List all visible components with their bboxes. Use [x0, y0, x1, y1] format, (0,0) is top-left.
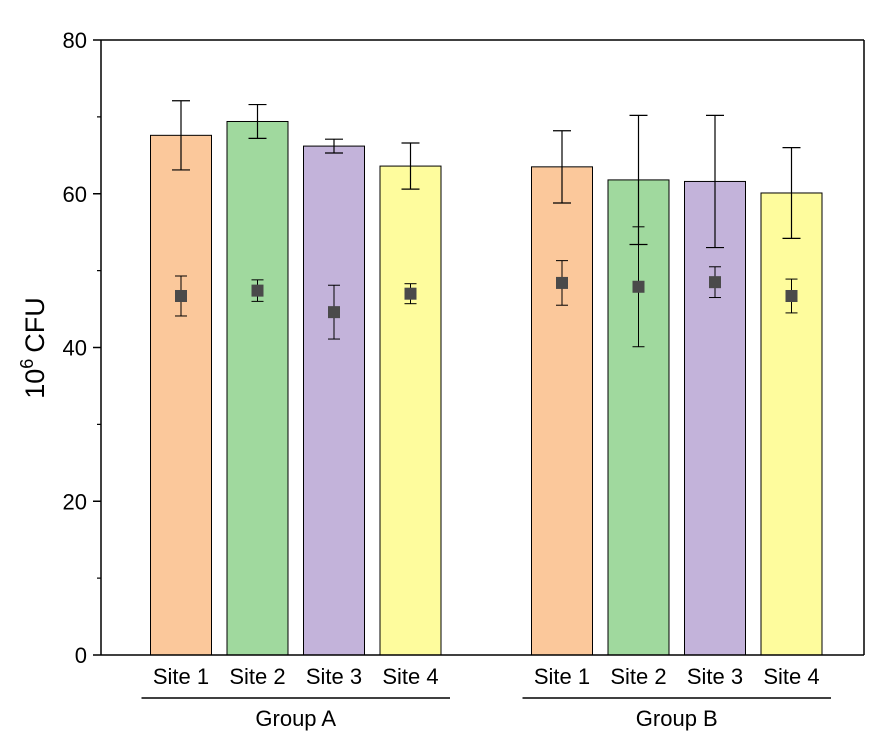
bar: [379, 165, 442, 656]
y-tick-label: 20: [63, 489, 87, 514]
group-label: Group A: [255, 706, 336, 731]
x-tick-label: Site 3: [306, 664, 362, 689]
bar: [760, 192, 823, 656]
x-tick-label: Site 4: [763, 664, 819, 689]
bar: [226, 120, 289, 656]
y-tick-label: 40: [63, 336, 87, 361]
bar: [684, 180, 746, 656]
labels-layer: Site 1 Site 2 Site 3 Site 4 Group A Site 1 Sit…: [63, 28, 831, 731]
bar: [303, 145, 365, 656]
bar: [531, 166, 593, 656]
y-axis-title: 106 CFU: [17, 297, 50, 399]
y-tick-label: 80: [63, 28, 87, 53]
y-axis-title-exponent: 6: [17, 359, 37, 369]
bar: [150, 134, 212, 656]
y-tick-label: 0: [75, 643, 87, 668]
marker-point: [632, 280, 645, 293]
markers-layer: [175, 276, 798, 319]
bars-layer: [150, 120, 823, 656]
group-label: Group B: [636, 706, 718, 731]
x-tick-label: Site 3: [687, 664, 743, 689]
axes-layer: [93, 39, 865, 656]
marker-point: [785, 289, 798, 302]
marker-point: [175, 289, 187, 302]
marker-point: [251, 284, 264, 297]
marker-point: [328, 306, 340, 319]
x-tick-label: Site 2: [229, 664, 285, 689]
x-tick-label: Site 1: [153, 664, 209, 689]
marker-point: [709, 276, 721, 289]
marker-point: [404, 287, 417, 300]
y-axis-title-prefix: 10: [20, 369, 50, 399]
marker-point: [556, 276, 568, 289]
x-tick-label: Site 4: [382, 664, 438, 689]
x-tick-label: Site 1: [534, 664, 590, 689]
y-axis-title-unit: CFU: [20, 297, 50, 353]
y-tick-label: 60: [63, 182, 87, 207]
x-tick-label: Site 2: [610, 664, 666, 689]
